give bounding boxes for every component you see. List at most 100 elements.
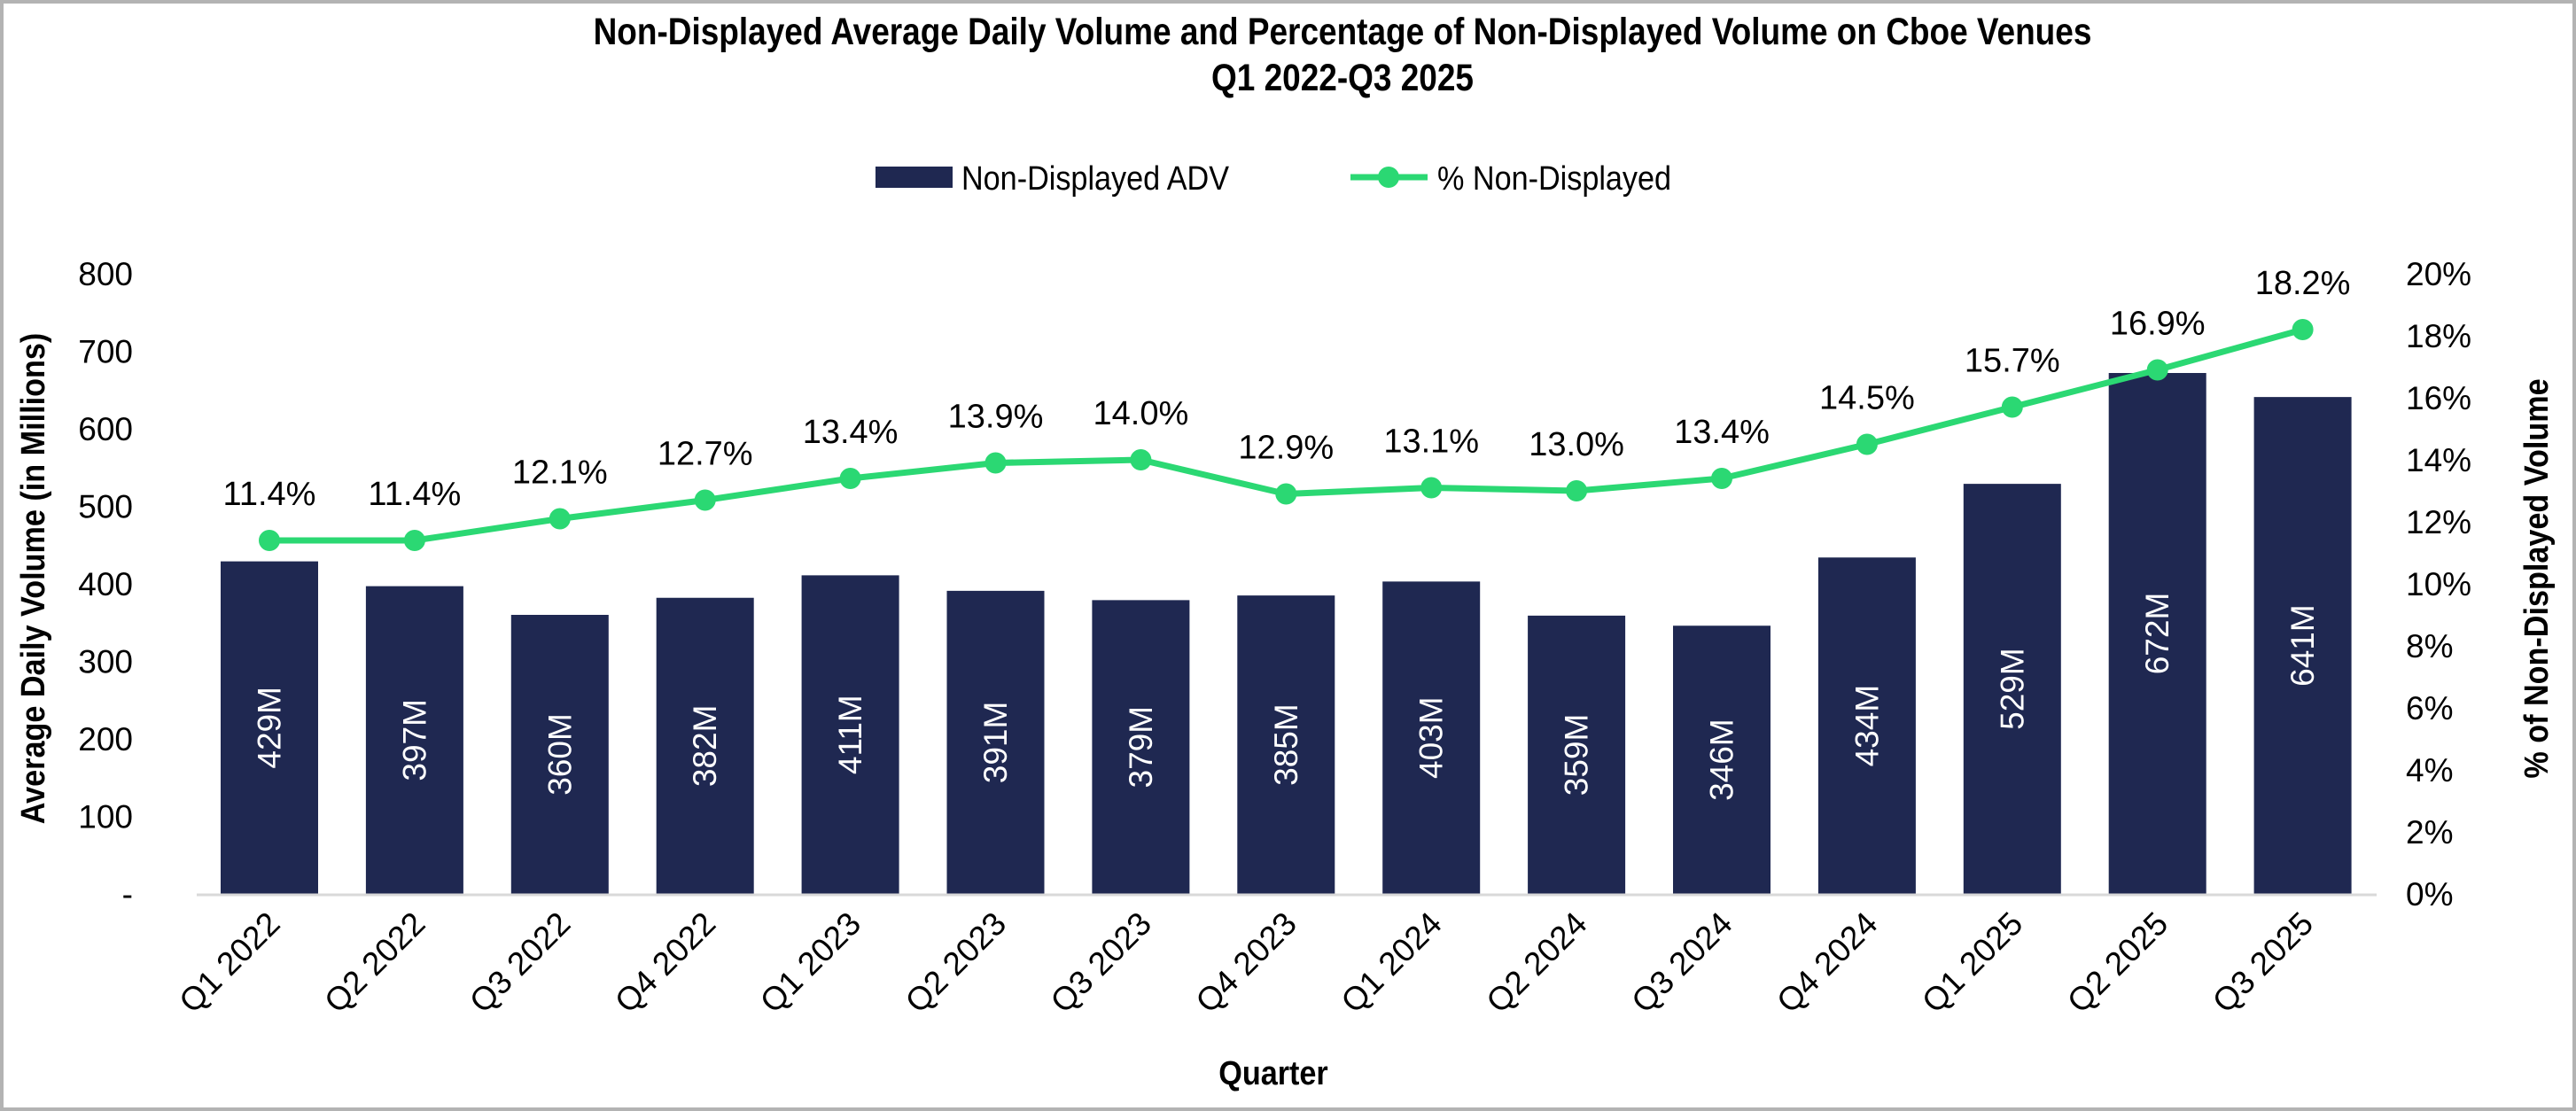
line-marker <box>1566 480 1588 501</box>
y-tick-label: 600 <box>78 411 133 447</box>
bar <box>1963 484 2061 894</box>
x-tick-label: Q2 2025 <box>2060 905 2175 1020</box>
y2-tick-label: 6% <box>2406 690 2453 726</box>
y2-tick-label: 18% <box>2406 318 2471 354</box>
y2-tick-label: 0% <box>2406 876 2453 913</box>
line-value-label: 11.4% <box>368 476 461 513</box>
y-tick-label: 800 <box>78 256 133 292</box>
line-marker <box>2001 396 2023 418</box>
line-value-label: 14.0% <box>1093 395 1189 432</box>
legend: Non-Displayed ADV % Non-Displayed <box>876 159 1671 197</box>
chart-title-group: Non-Displayed Average Daily Volume and P… <box>594 11 2092 98</box>
bar <box>1528 615 1626 894</box>
y-tick-label: 700 <box>78 334 133 370</box>
y2-tick-label: 20% <box>2406 256 2471 292</box>
line-marker <box>2146 359 2168 381</box>
line-marker <box>1420 477 1443 499</box>
bar-value-label: 411M <box>832 695 868 774</box>
line-value-label: 18.2% <box>2255 265 2351 302</box>
x-tick-label: Q3 2023 <box>1044 905 1158 1020</box>
bar-value-label: 391M <box>977 702 1014 784</box>
line-marker <box>1275 483 1297 505</box>
bar-value-label: 641M <box>2284 604 2321 687</box>
x-tick-label: Q1 2024 <box>1334 905 1448 1020</box>
bar-value-label: 429M <box>252 687 288 769</box>
y-tick-label: 200 <box>78 721 133 758</box>
bar <box>656 597 754 894</box>
x-tick-label: Q1 2025 <box>1915 905 2029 1020</box>
bar-value-label: 382M <box>687 705 723 788</box>
legend-label-pct: % Non-Displayed <box>1437 159 1671 197</box>
bar-value-label: 360M <box>541 713 578 796</box>
line-value-label: 13.0% <box>1529 426 1624 463</box>
x-tick-label: Q4 2022 <box>608 905 722 1020</box>
bar <box>946 590 1045 894</box>
bar-value-label: 529M <box>1994 648 2030 730</box>
y-axis-ticks: - 100 200 300 400 500 600 700 800 <box>78 256 133 913</box>
line-marker <box>1856 433 1878 455</box>
line-marker <box>2292 319 2314 340</box>
x-tick-label: Q4 2024 <box>1770 905 1884 1020</box>
x-tick-label: Q4 2023 <box>1189 905 1304 1020</box>
line-value-label: 12.9% <box>1238 430 1334 467</box>
line-value-label: 13.1% <box>1383 423 1479 461</box>
y2-tick-label: 8% <box>2406 628 2453 664</box>
line-value-label: 12.7% <box>658 436 753 473</box>
chart-subtitle: Q1 2022-Q3 2025 <box>1211 57 1474 98</box>
line-marker <box>1711 468 1732 489</box>
bar <box>1817 557 1916 894</box>
y2-axis-ticks: 0% 2% 4% 6% 8% 10% 12% 14% 16% 18% 20% <box>2406 256 2471 913</box>
bar <box>510 615 609 894</box>
line-series <box>259 319 2314 551</box>
x-tick-label: Q3 2025 <box>2206 905 2320 1020</box>
y2-tick-label: 12% <box>2406 504 2471 540</box>
line-marker <box>839 468 861 489</box>
y-axis-title: Average Daily Volume (in Millions) <box>13 333 51 825</box>
line-value-label: 13.4% <box>803 414 899 451</box>
bar-series <box>221 373 2352 894</box>
line-value-label: 16.9% <box>2110 306 2206 343</box>
bar <box>2253 397 2352 894</box>
line-marker <box>403 530 425 551</box>
bar-value-label: 672M <box>2139 593 2175 675</box>
y-tick-label: 400 <box>78 566 133 602</box>
line-value-label: 12.1% <box>512 454 608 492</box>
x-axis-title: Quarter <box>1218 1053 1327 1092</box>
bar <box>2108 373 2206 894</box>
bar-value-label: 397M <box>396 699 432 781</box>
bar-value-label: 434M <box>1848 685 1885 767</box>
x-axis-categories: Q1 2022 Q2 2022 Q3 2022 Q4 2022 Q1 2023 Q2 20… <box>172 905 2320 1020</box>
bar-value-label: 346M <box>1704 719 1740 801</box>
y2-tick-label: 4% <box>2406 752 2453 789</box>
bar-value-label: 379M <box>1123 706 1159 789</box>
legend-swatch-marker <box>1378 167 1399 188</box>
x-tick-label: Q2 2023 <box>899 905 1013 1020</box>
chart-title: Non-Displayed Average Daily Volume and P… <box>594 11 2092 52</box>
y-tick-label: - <box>122 876 133 913</box>
y2-tick-label: 10% <box>2406 566 2471 602</box>
y2-tick-label: 16% <box>2406 380 2471 416</box>
line-marker <box>1130 449 1152 470</box>
line-value-label: 13.9% <box>948 399 1044 436</box>
line-marker <box>984 452 1007 474</box>
bar <box>801 575 899 894</box>
y-tick-label: 100 <box>78 799 133 835</box>
y-tick-label: 300 <box>78 644 133 680</box>
bar-data-labels: 429M 397M 360M 382M 411M 391M 379M 385M 403M 359M… <box>252 593 2322 801</box>
line-data-labels: 11.4% 11.4% 12.1% 12.7% 13.4% 13.9% 14.0% 12.9%… <box>223 265 2351 513</box>
bar-value-label: 359M <box>1559 714 1595 796</box>
y2-tick-label: 14% <box>2406 442 2471 478</box>
line-value-label: 15.7% <box>1965 343 2060 380</box>
x-tick-label: Q2 2024 <box>1479 905 1593 1020</box>
y2-tick-label: 2% <box>2406 814 2453 851</box>
line-marker <box>259 530 280 551</box>
y2-axis-title: % of Non-Displayed Volume <box>2517 378 2555 778</box>
x-tick-label: Q3 2022 <box>463 905 577 1020</box>
x-tick-label: Q1 2023 <box>753 905 868 1020</box>
line-marker <box>694 489 716 511</box>
legend-label-adv: Non-Displayed ADV <box>961 159 1229 197</box>
bar-value-label: 385M <box>1268 703 1304 786</box>
line-marker <box>549 508 571 530</box>
bar <box>221 561 318 894</box>
